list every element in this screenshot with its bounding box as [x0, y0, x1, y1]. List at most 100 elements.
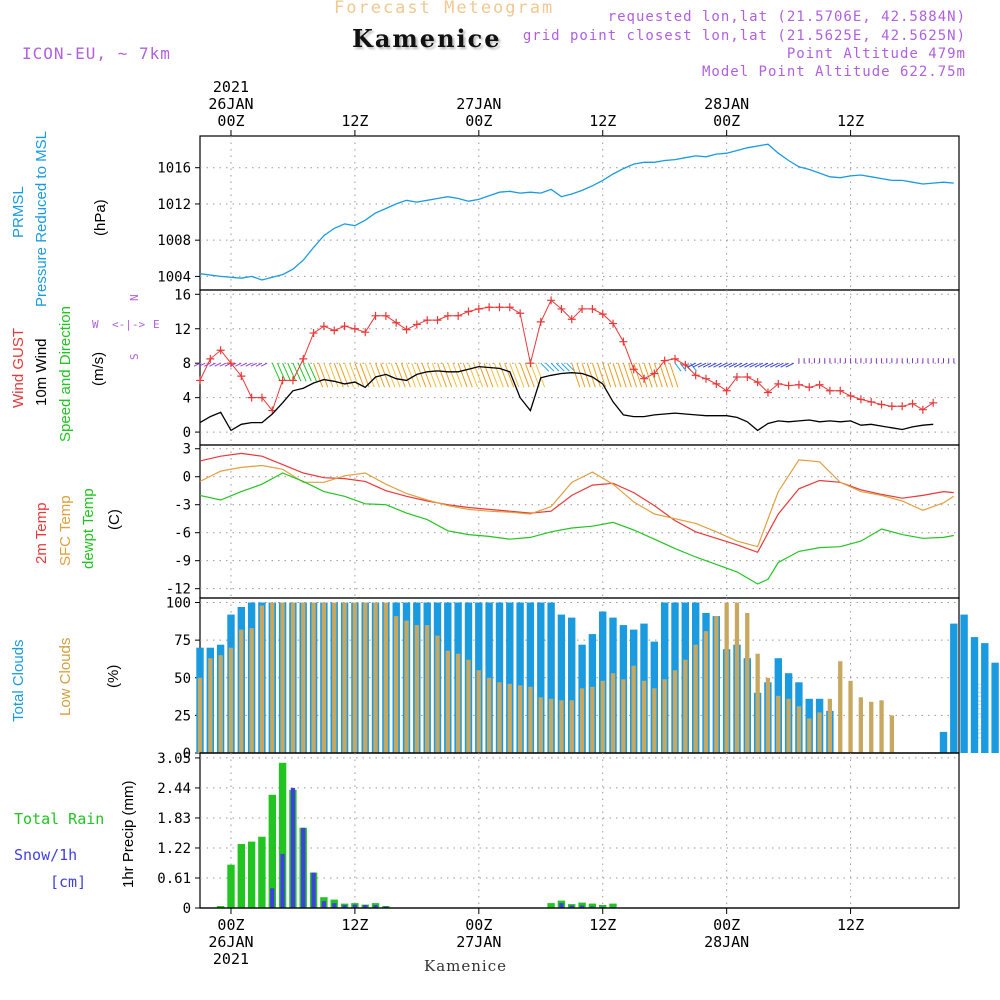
wind-direction-arrow	[669, 363, 679, 388]
top-time-label: 12Z	[837, 112, 864, 130]
wind-direction-arrow	[785, 362, 794, 368]
wind-direction-arrow	[509, 363, 520, 388]
wind-direction-arrow	[566, 362, 575, 372]
clouds-bar-low	[579, 688, 585, 753]
bottom-time-label: 27JAN	[456, 933, 501, 951]
clouds-bar-low	[425, 625, 430, 753]
wind-direction-arrow	[591, 363, 601, 388]
wind-direction-arrow	[437, 363, 447, 388]
wind-direction-arrow	[708, 362, 717, 368]
wind-gust-marker	[309, 329, 318, 338]
wind-direction-arrow	[602, 363, 612, 388]
wind-direction-arrow	[416, 363, 427, 388]
wind-gust-marker	[206, 354, 215, 363]
precipitation-bar-snow	[579, 905, 585, 908]
wind-gust-marker	[815, 380, 824, 389]
wind-direction-arrow	[561, 362, 570, 372]
wind-direction-arrow	[255, 362, 263, 367]
wind-direction-arrow	[369, 363, 380, 388]
wind-gust-marker	[361, 328, 370, 337]
wind-gust-marker	[609, 319, 618, 328]
wind-direction-arrow	[193, 362, 201, 367]
precipitation-bar-snow	[569, 905, 574, 908]
wind-direction-arrow	[235, 362, 242, 367]
wind-direction-arrow	[400, 363, 411, 388]
wind-direction-arrow	[307, 362, 317, 382]
wind-gust-marker	[691, 371, 700, 380]
wind-gust-marker	[516, 309, 525, 318]
clouds-bar-total	[516, 602, 524, 753]
wind-gust-marker	[547, 296, 556, 305]
wind-gust-marker	[402, 325, 411, 334]
precipitation-bar-snow	[383, 906, 388, 908]
wind-direction-arrow	[209, 362, 216, 367]
clouds-bar-low	[259, 605, 265, 753]
wind-direction-arrow	[240, 362, 247, 367]
precipitation-bar-snow	[321, 901, 326, 908]
wind-direction-arrow	[271, 362, 281, 382]
clouds-bar-low	[817, 712, 822, 753]
ytick-label-pressure: 1008	[157, 233, 191, 249]
clouds-bar-low	[889, 715, 894, 753]
wind-gust-marker	[495, 303, 504, 312]
clouds-bar-low	[528, 686, 533, 753]
precipitation-bar-snow	[311, 872, 316, 908]
wind-gust-marker	[350, 324, 359, 333]
precipitation-bar-rain	[216, 906, 225, 908]
ytick-label-clouds: 25	[174, 708, 191, 724]
ytick-label-precipitation: 0.61	[157, 871, 191, 887]
clouds-bar-total	[981, 643, 989, 753]
wind-direction-arrow	[754, 362, 764, 368]
clouds-bar-low	[559, 700, 564, 753]
wind-gust-marker	[836, 386, 845, 395]
wind-direction-arrow	[385, 363, 396, 388]
clouds-bar-low	[352, 602, 357, 753]
wind-direction-arrow	[468, 363, 478, 388]
wind-gust-marker	[918, 405, 927, 414]
wind-direction-arrow	[504, 363, 515, 388]
ytick-label-wind: 8	[183, 356, 191, 372]
wind-direction-arrow	[499, 363, 509, 388]
precipitation-bar-rain	[268, 794, 276, 908]
ytick-label-temperature: 3	[183, 442, 191, 458]
wind-direction-arrow	[780, 362, 789, 368]
wind-direction-arrow	[359, 363, 370, 388]
wind-gust-marker	[412, 320, 421, 329]
clouds-bar-low	[466, 659, 471, 753]
clouds-bar-low	[280, 602, 285, 753]
ytick-label-wind: 0	[183, 425, 191, 441]
precip-rain-label: Total Rain	[14, 810, 105, 828]
clouds-bar-total	[547, 602, 555, 753]
wind-gust-marker	[567, 315, 576, 324]
wind-gust-marker	[536, 317, 545, 326]
top-time-label: 26JAN	[208, 95, 253, 113]
ytick-label-wind: 16	[174, 287, 191, 303]
top-time-label: 00Z	[465, 112, 492, 130]
wind-gust-marker	[877, 400, 886, 409]
clouds-bar-low	[311, 602, 316, 753]
clouds-bar-low	[838, 661, 843, 753]
wind-direction-arrow	[219, 362, 227, 367]
wind-direction-arrow	[674, 362, 682, 372]
wind-gust-marker	[640, 374, 649, 383]
wind-gust-marker	[774, 379, 783, 388]
clouds-bar-low	[631, 665, 636, 753]
bottom-time-label: 28JAN	[704, 933, 749, 951]
clouds-bar-low	[476, 670, 481, 753]
wind-direction-arrow	[545, 362, 555, 372]
clouds-bar-low	[218, 655, 223, 753]
wind-direction-arrow	[354, 363, 365, 388]
wind-direction-arrow	[318, 363, 329, 388]
clouds-bar-low	[776, 695, 781, 753]
wind-gust-marker	[330, 326, 339, 335]
clouds-bar-low	[342, 602, 347, 753]
wind-direction-arrow	[679, 362, 687, 372]
wind-direction-arrow	[462, 363, 473, 388]
wind-direction-arrow	[313, 363, 324, 388]
bottom-time-label: 00Z	[465, 916, 492, 934]
clouds-bar-total	[991, 662, 999, 753]
top-time-label: 12Z	[589, 112, 616, 130]
wind-direction-arrow	[457, 363, 468, 388]
pressure-line	[199, 143, 954, 281]
clouds-bar-low	[497, 682, 502, 753]
